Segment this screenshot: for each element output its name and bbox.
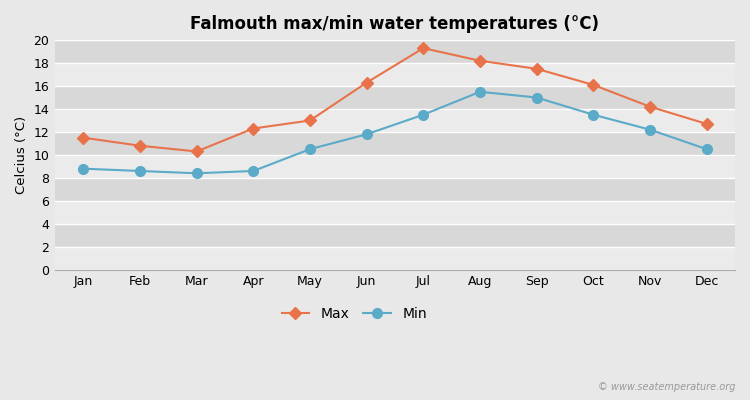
Max xyxy=(702,122,711,126)
Max xyxy=(136,143,145,148)
Bar xyxy=(55,201,735,224)
Bar xyxy=(55,178,735,201)
Legend: Max, Min: Max, Min xyxy=(276,302,432,327)
Max xyxy=(589,82,598,87)
Max xyxy=(532,66,542,71)
Min xyxy=(532,95,542,100)
Min xyxy=(476,89,484,94)
Bar xyxy=(55,63,735,86)
Y-axis label: Celcius (°C): Celcius (°C) xyxy=(15,116,28,194)
Bar xyxy=(55,155,735,178)
Min xyxy=(419,112,428,117)
Max xyxy=(476,58,484,63)
Max xyxy=(249,126,258,131)
Bar xyxy=(55,109,735,132)
Min xyxy=(249,168,258,173)
Max xyxy=(362,80,371,85)
Max xyxy=(646,104,655,109)
Line: Max: Max xyxy=(80,44,711,156)
Bar xyxy=(55,40,735,63)
Text: © www.seatemperature.org: © www.seatemperature.org xyxy=(598,382,735,392)
Min xyxy=(136,168,145,173)
Max xyxy=(419,46,428,50)
Max xyxy=(192,149,201,154)
Min xyxy=(702,147,711,152)
Min xyxy=(589,112,598,117)
Min xyxy=(192,171,201,176)
Title: Falmouth max/min water temperatures (°C): Falmouth max/min water temperatures (°C) xyxy=(190,15,599,33)
Bar xyxy=(55,247,735,270)
Bar xyxy=(55,86,735,109)
Bar xyxy=(55,132,735,155)
Min xyxy=(305,147,314,152)
Max xyxy=(305,118,314,123)
Bar xyxy=(55,224,735,247)
Max xyxy=(79,135,88,140)
Line: Min: Min xyxy=(79,87,712,178)
Min xyxy=(362,132,371,137)
Min xyxy=(646,127,655,132)
Min xyxy=(79,166,88,171)
